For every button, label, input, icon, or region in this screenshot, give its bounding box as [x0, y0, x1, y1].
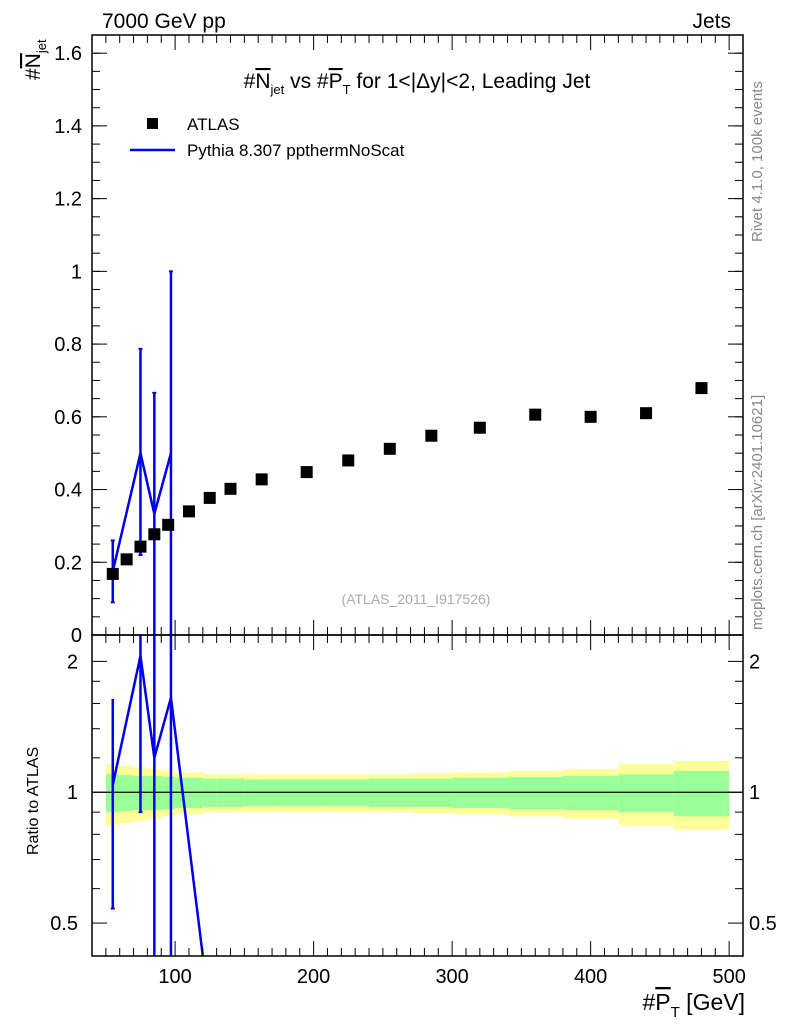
x-tick-label: 300: [435, 966, 468, 988]
title-n-sub: jet: [270, 82, 285, 97]
atlas-point: [255, 473, 268, 486]
title-hash: #: [244, 70, 256, 93]
legend: ATLAS Pythia 8.307 ppthermNoScat: [130, 115, 405, 160]
atlas-point: [120, 553, 133, 566]
ratio-y-axis: 0.5 0.5 1 1 2 2: [50, 651, 777, 935]
main-y-tick-label: 0.4: [54, 480, 82, 502]
ratio-y-tick-label-left: 0.5: [50, 913, 78, 935]
ratio-band-inner: [119, 775, 134, 812]
legend-label-atlas: ATLAS: [187, 115, 240, 134]
ratio-y-tick-label-left: 2: [67, 651, 78, 673]
main-y-tick-label: 1.2: [54, 189, 82, 211]
atlas-point: [529, 408, 542, 421]
header-right: Jets: [692, 10, 731, 33]
legend-label-pythia: Pythia 8.307 ppthermNoScat: [187, 141, 405, 160]
ratio-band-inner: [673, 770, 730, 817]
ylabel-n: N: [22, 53, 45, 68]
title-tail: for 1<|Δy|<2, Leading Jet: [351, 70, 591, 93]
ratio-y-label: Ratio to ATLAS: [25, 747, 42, 855]
ratio-y-tick-label-left: 1: [67, 782, 78, 804]
xlabel-unit: [GeV]: [680, 989, 745, 1015]
main-y-axis: 0 0.2 0.4 0.6 0.8 1 1.2 1.4 1.6: [54, 34, 743, 647]
main-y-tick-label: 0.2: [54, 552, 82, 574]
atlas-point: [203, 491, 216, 504]
atlas-point: [300, 466, 313, 479]
main-y-tick-label: 0: [71, 625, 82, 647]
main-x-ticks: [105, 35, 730, 635]
atlas-point: [106, 567, 119, 580]
atlas-point: [473, 421, 486, 434]
ratio-band-inner: [452, 777, 508, 808]
ylabel-sub: jet: [34, 39, 49, 54]
atlas-point: [695, 382, 708, 395]
ratio-panel: 0.5 0.5 1 1 2 2 100 200 300 400 500: [50, 634, 777, 988]
chart-title: #Njet vs #PT for 1<|Δy|<2, Leading Jet: [244, 70, 591, 97]
title-mid: vs #: [284, 70, 329, 93]
atlas-point: [134, 540, 147, 553]
atlas-point: [224, 482, 237, 495]
analysis-watermark: (ATLAS_2011_I917526): [342, 591, 491, 607]
atlas-point: [584, 410, 597, 423]
main-y-tick-label: 1: [71, 261, 82, 283]
ratio-y-tick-label-right: 2: [749, 651, 760, 673]
rivet-label: Rivet 4.1.0, 100k events: [749, 81, 766, 242]
main-y-tick-label: 0.6: [54, 407, 82, 429]
x-tick-label: 500: [712, 966, 745, 988]
xlabel-p: P: [655, 989, 670, 1015]
ratio-x-axis: 100 200 300 400 500: [105, 635, 746, 988]
main-y-tick-label: 1.4: [54, 116, 82, 138]
title-n: N: [255, 70, 270, 93]
ylabel-hash: #: [22, 68, 45, 80]
mcplots-label: mcplots.cern.ch [arXiv:2401.10621]: [749, 395, 766, 630]
x-tick-label: 400: [574, 966, 607, 988]
x-tick-label: 200: [297, 966, 330, 988]
title-p-sub: T: [343, 82, 351, 97]
atlas-point: [640, 407, 653, 420]
title-p: P: [329, 70, 343, 93]
main-y-tick-label: 1.6: [54, 43, 82, 65]
atlas-point: [425, 429, 438, 442]
xlabel-sub: T: [671, 1004, 680, 1021]
xlabel-hash: #: [642, 989, 655, 1015]
main-y-tick-label: 0.8: [54, 334, 82, 356]
ratio-band-inner: [507, 776, 563, 810]
ratio-band-inner: [161, 776, 176, 810]
x-tick-label: 100: [158, 966, 191, 988]
pythia-line: [111, 452, 173, 572]
atlas-point: [383, 442, 396, 455]
ratio-y-tick-label-right: 1: [749, 782, 760, 804]
ratio-band-inner: [562, 775, 619, 811]
ratio-y-tick-label-right: 0.5: [749, 913, 777, 935]
ratio-band-inner: [175, 777, 203, 808]
main-y-label: #Njet: [22, 39, 49, 80]
header-left: 7000 GeV pp: [102, 10, 226, 33]
atlas-point: [162, 518, 175, 531]
legend-marker-atlas: [147, 118, 158, 129]
atlas-point: [148, 528, 161, 541]
ratio-band-inner: [618, 774, 674, 813]
ratio-frame: [91, 634, 744, 957]
atlas-point: [182, 505, 195, 518]
atlas-point: [342, 454, 355, 467]
x-axis-label: #PT [GeV]: [642, 989, 745, 1021]
